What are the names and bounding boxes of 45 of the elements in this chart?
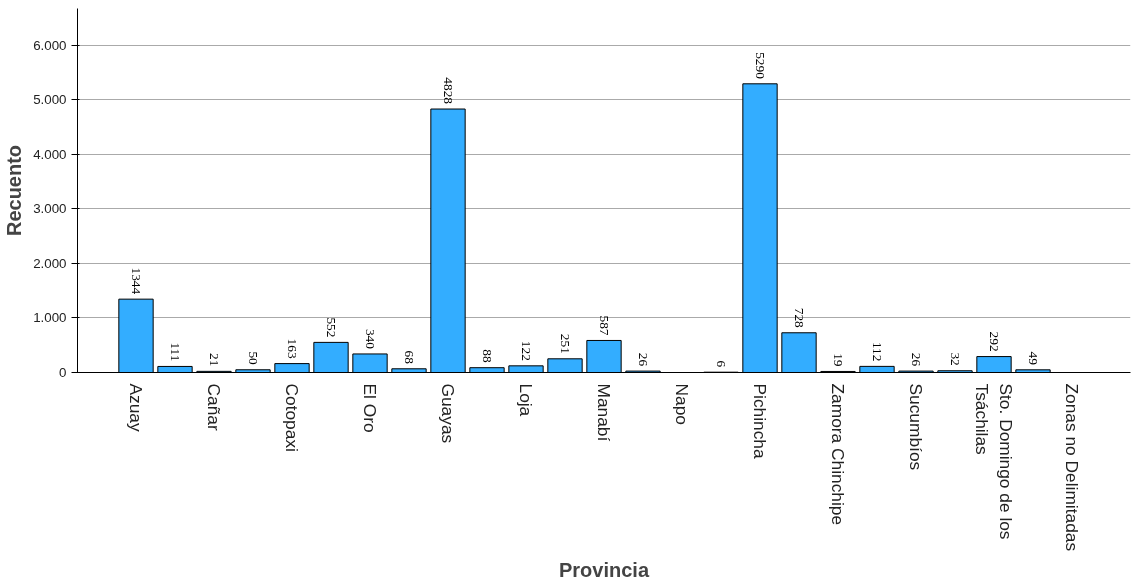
x-tick-label: El Oro — [360, 383, 380, 433]
data-label: 552 — [324, 317, 339, 338]
data-label: 26 — [909, 352, 924, 367]
x-tick-label: Pichincha — [750, 383, 770, 459]
data-label: 340 — [363, 328, 378, 350]
x-axis-title: Provincia — [558, 559, 650, 582]
x-tick-label: Zonas no Delimitadas — [1062, 383, 1082, 552]
y-tick-label: 2.000 — [33, 255, 67, 271]
x-tick-label: Loja — [516, 383, 536, 417]
y-tick-label: 5.000 — [33, 92, 67, 108]
data-label: 6 — [714, 360, 729, 368]
data-label: 587 — [597, 315, 612, 336]
x-tick-label: Zamora Chinchipe — [828, 383, 848, 526]
x-tick-label: Guayas — [438, 383, 458, 444]
y-tick-label: 3.000 — [33, 201, 67, 217]
data-label: 111 — [168, 342, 183, 362]
data-label: 26 — [636, 352, 651, 367]
x-tick-label: Sto. Domingo de los Tsáchilas — [972, 383, 1016, 540]
data-label: 49 — [1026, 351, 1041, 366]
data-label: 728 — [792, 307, 807, 329]
data-label: 21 — [207, 353, 222, 367]
y-tick-label: 6.000 — [33, 37, 67, 53]
y-tick-label: 1.000 — [33, 310, 67, 326]
x-tick-label: Azuay — [126, 383, 146, 432]
x-tick-label: Napo — [672, 383, 692, 425]
data-label: 50 — [246, 351, 261, 366]
x-tick-label: Cotopaxi — [282, 383, 302, 452]
x-tick-label: Manabí — [594, 383, 614, 442]
data-label: 32 — [948, 352, 963, 366]
data-label: 88 — [480, 349, 495, 364]
data-label: 5290 — [753, 52, 768, 80]
y-axis-title: Recuento — [3, 144, 26, 237]
data-label: 251 — [558, 333, 573, 354]
data-label: 4828 — [441, 77, 456, 105]
data-label: 19 — [831, 353, 846, 367]
data-label: 68 — [402, 350, 417, 365]
y-tick-label: 4.000 — [33, 146, 67, 162]
x-tick-label: Sucumbíos — [906, 383, 926, 471]
data-label: 1344 — [129, 267, 144, 295]
y-tick-label: 0 — [59, 365, 67, 380]
data-label: 112 — [870, 341, 885, 362]
x-tick-label: Cañar — [204, 383, 224, 431]
data-label: 292 — [987, 331, 1002, 352]
data-label: 122 — [519, 340, 534, 361]
data-label: 163 — [285, 338, 300, 359]
